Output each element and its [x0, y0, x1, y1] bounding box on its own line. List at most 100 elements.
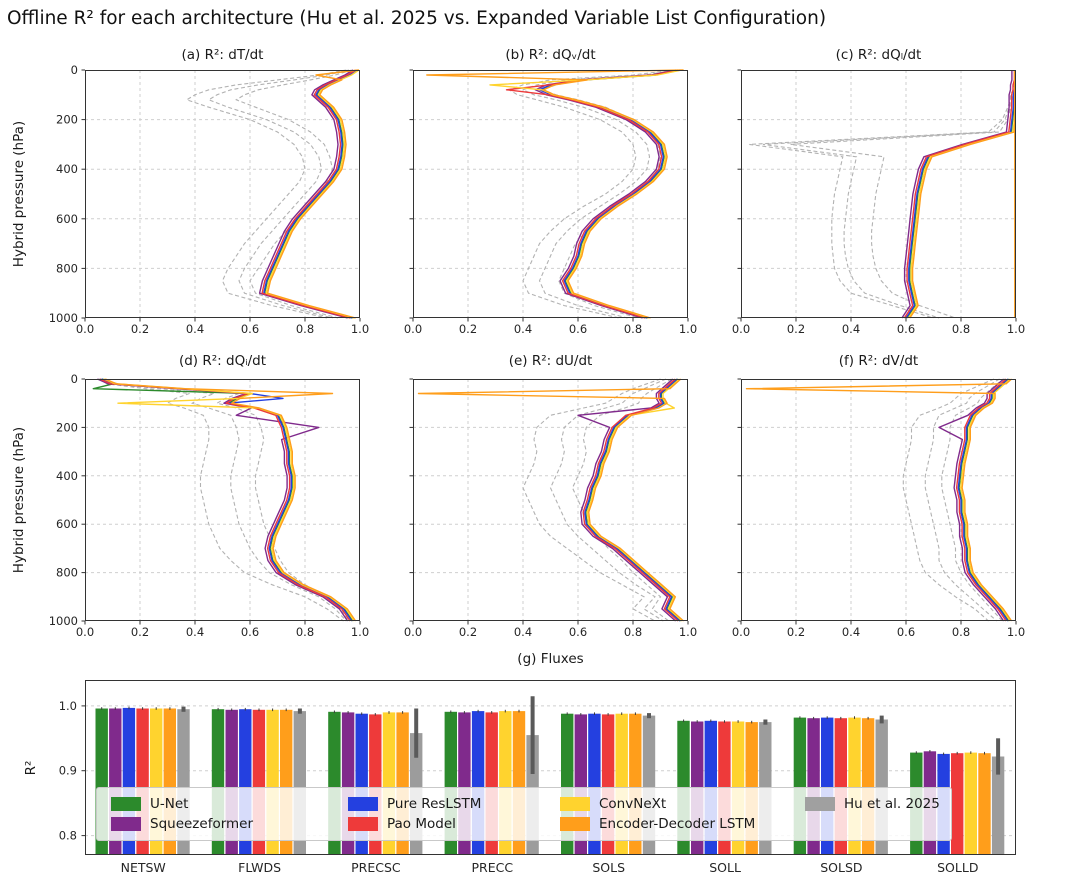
plot-svg: 0.0 0.2 0.4 0.6 0.8 1.0: [732, 69, 1025, 336]
axes-spine: [85, 379, 360, 621]
x-tick-label: 0.2: [459, 322, 477, 336]
model-line-squeezeformer: [258, 69, 354, 319]
legend-item-squeezeformer: Squeezeformer: [111, 816, 348, 832]
panel-e-title: (e) R²: dU/dt: [508, 353, 593, 369]
legend-swatch-hu-et-al: [805, 797, 835, 811]
x-tick-label: 0.6: [241, 322, 259, 336]
x-tick-label: 0.0: [76, 625, 94, 639]
panel-f-plot-area: 0.0 0.2 0.4 0.6 0.8 1.0: [732, 378, 1025, 639]
panel-a-plot-area: 0.0 0.2 0.4 0.6 0.8 1.0 0 200 400 600 800 1000: [49, 63, 369, 336]
x-tick-label: 1.0: [351, 322, 369, 336]
axes-spine: [741, 379, 1016, 621]
x-tick-label: 1.0: [1007, 322, 1025, 336]
model-line-encoder-decoder-lstm: [745, 378, 1013, 622]
x-tick-label: 0.0: [404, 322, 422, 336]
category-label: PRECC: [472, 860, 514, 875]
category-label: PRECSC: [351, 860, 401, 875]
plot-svg: 0.0 0.2 0.4 0.6 0.8 1.0: [404, 69, 697, 336]
figure-title: Offline R² for each architecture (Hu et …: [7, 8, 827, 29]
hu-etal-2025-line: [235, 69, 352, 319]
x-tick-label: 0.4: [842, 322, 860, 336]
x-tick-label: 0.4: [186, 625, 204, 639]
hu-etal-2025-line: [790, 70, 1016, 319]
model-line-squeezeformer: [901, 70, 1013, 319]
panel-a-title: (a) R²: dT/dt: [181, 47, 264, 63]
category-label: SOLS: [592, 860, 625, 875]
y-tick-label: 0: [71, 372, 78, 386]
legend-swatch-pure-reslstm: [348, 797, 378, 811]
axes-spine: [413, 70, 688, 318]
hu-etal-2025-line: [522, 378, 661, 622]
model-line-convnext: [959, 378, 1011, 622]
plot-svg: 0.0 0.2 0.4 0.6 0.8 1.0 0 200 400 600 800 1000: [49, 63, 369, 336]
y-tick-label: 400: [56, 469, 78, 483]
x-tick-label: 1.0: [679, 322, 697, 336]
model-line-pure-reslstm: [101, 378, 353, 622]
legend-item-u-net: U-Net: [111, 796, 348, 812]
x-tick-label: 0.8: [952, 322, 970, 336]
y-tick-label: 600: [56, 212, 78, 226]
model-line-convnext: [489, 69, 683, 319]
model-line-pure-reslstm: [957, 378, 1009, 622]
x-tick-label: 1.0: [679, 625, 697, 639]
x-tick-label: 0.0: [404, 625, 422, 639]
panel-d-plot-area: 0.0 0.2 0.4 0.6 0.8 1.0 0 200 400 600 800 1000: [49, 372, 369, 639]
y-tick-label: 600: [56, 517, 78, 531]
plot-svg: 0.0 0.2 0.4 0.6 0.8 1.0 0 200 400 600 800 1000: [49, 372, 369, 639]
legend-item-hu-et-al: Hu et al. 2025: [805, 796, 951, 812]
y-tick-label: 1.0: [59, 699, 77, 713]
axes-spine: [413, 379, 688, 621]
y-tick-label: 400: [56, 162, 78, 176]
legend-swatch-pao-model: [348, 817, 378, 831]
hu-etal-2025-line: [924, 378, 1000, 622]
x-tick-label: 1.0: [351, 625, 369, 639]
panel-e-plot-area: 0.0 0.2 0.4 0.6 0.8 1.0: [404, 378, 697, 639]
x-tick-label: 0.2: [459, 625, 477, 639]
legend-label-u-net: U-Net: [150, 796, 189, 812]
panel-d-title: (d) R²: dQᵢ/dt: [178, 353, 267, 369]
model-line-encoder-decoder-lstm: [909, 70, 1016, 319]
model-line-convnext: [907, 70, 1016, 319]
hu-etal-2025-line: [101, 378, 350, 622]
y-tick-label: 1000: [49, 614, 78, 628]
hu-etal-2025-line: [902, 378, 995, 622]
x-tick-label: 0.2: [131, 625, 149, 639]
y-tick-label: 200: [56, 113, 78, 127]
panel-b-title: (b) R²: dQᵥ/dt: [505, 47, 596, 63]
x-tick-label: 0.4: [514, 322, 532, 336]
x-tick-label: 0.8: [624, 322, 642, 336]
panel-c-plot-area: 0.0 0.2 0.4 0.6 0.8 1.0: [732, 69, 1025, 336]
axes-spine: [85, 680, 1016, 855]
x-tick-label: 0.8: [952, 625, 970, 639]
hu-etal-2025-line: [185, 69, 347, 319]
x-tick-label: 0.6: [897, 322, 915, 336]
y-tick-label: 800: [56, 566, 78, 580]
legend-swatch-squeezeformer: [111, 817, 141, 831]
x-tick-label: 1.0: [1007, 625, 1025, 639]
x-tick-label: 0.2: [131, 322, 149, 336]
category-label: SOLSD: [820, 860, 862, 875]
legend-item-pao-model: Pao Model: [348, 816, 560, 832]
x-tick-label: 0.8: [296, 322, 314, 336]
category-label: SOLLD: [937, 860, 978, 875]
panel-c-title: (c) R²: dQₗ/dt: [835, 47, 922, 63]
bar: [978, 753, 991, 855]
legend-label-convnext: ConvNeXt: [599, 796, 667, 812]
x-tick-label: 0.8: [624, 625, 642, 639]
plot-svg: 0.0 0.2 0.4 0.6 0.8 1.0: [732, 378, 1025, 639]
axes-spine: [741, 70, 1016, 318]
plot-svg: 0.0 0.2 0.4 0.6 0.8 1.0: [404, 378, 697, 639]
y-tick-label: 200: [56, 420, 78, 434]
model-line-pao-model: [955, 378, 1007, 622]
x-tick-label: 0.6: [897, 625, 915, 639]
category-label: FLWDS: [238, 860, 281, 875]
model-line-pure-reslstm: [905, 70, 1016, 319]
model-line-pure-reslstm: [263, 69, 358, 319]
hu-etal-2025-line: [749, 70, 1016, 319]
panel-f-title: (f) R²: dV/dt: [838, 353, 919, 369]
y-tick-label: 0.9: [59, 764, 77, 778]
category-label: NETSW: [121, 860, 166, 875]
reference-bar: [991, 756, 1005, 855]
x-tick-label: 0.0: [732, 625, 750, 639]
